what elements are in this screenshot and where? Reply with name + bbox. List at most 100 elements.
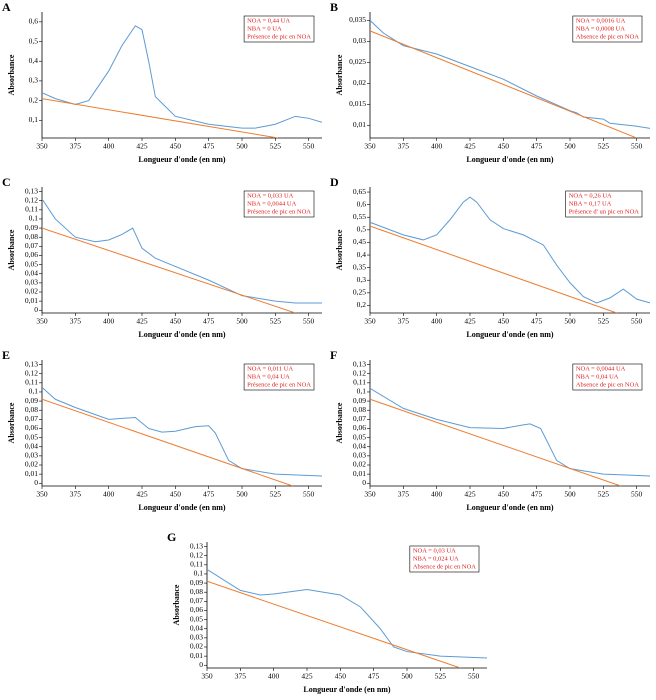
x-tick-label: 500 [564, 142, 576, 151]
panel-letter: B [330, 0, 338, 14]
annotation: NOA = 0,44 UA [247, 17, 290, 24]
y-tick-label: 0,2 [357, 300, 367, 309]
x-tick-label: 500 [564, 490, 576, 499]
annotation: NOA = 0,0044 UA [576, 365, 626, 372]
x-axis-label: Longueur d'onde (en nm) [138, 330, 226, 339]
x-tick-label: 400 [431, 142, 443, 151]
x-tick-label: 500 [401, 672, 413, 681]
x-tick-label: 550 [303, 490, 315, 499]
x-tick-label: 425 [136, 142, 148, 151]
annotation: Présence de pic en NOA [247, 33, 311, 40]
x-tick-label: 375 [398, 317, 410, 326]
series-line [42, 398, 293, 486]
x-tick-label: 375 [235, 672, 247, 681]
y-axis-label: Absorbance [7, 402, 16, 443]
y-tick-label: 0,13 [190, 541, 203, 550]
annotation-box [243, 363, 315, 391]
y-tick-label: 0,12 [190, 550, 203, 559]
y-tick-label: 0,04 [25, 268, 38, 277]
y-tick-label: 0,02 [25, 460, 38, 469]
y-tick-label: 0,4 [29, 56, 39, 65]
x-tick-label: 450 [170, 490, 182, 499]
y-tick-label: 0,1 [29, 387, 39, 396]
y-axis-label: Absorbance [335, 229, 344, 270]
annotation: Présence de pic en NOA [247, 208, 311, 215]
x-tick-label: 400 [103, 317, 115, 326]
y-tick-label: 0 [199, 660, 203, 669]
annotation: NBA = 0,024 UA [413, 555, 459, 562]
y-tick-label: 0,01 [25, 469, 38, 478]
y-tick-label: 0,06 [25, 250, 38, 259]
y-tick-label: 0,13 [25, 186, 38, 195]
annotation-box [243, 190, 315, 218]
y-tick-label: 0,03 [190, 633, 203, 642]
annotation: NOA = 0,011 UA [247, 365, 293, 372]
y-tick-label: 0,08 [25, 405, 38, 414]
y-tick-label: 0 [34, 305, 38, 314]
x-tick-label: 550 [631, 490, 643, 499]
x-tick-label: 425 [464, 317, 476, 326]
y-tick-label: 0,02 [353, 78, 366, 87]
panel: B Absorbance Longueur d'onde (en nm) 0,01 0,… [330, 0, 650, 164]
annotation: NOA = 0,0016 UA [576, 17, 626, 24]
y-tick-label: 0,3 [29, 76, 39, 85]
y-tick-label: 0,07 [25, 414, 38, 423]
x-tick-label: 450 [498, 317, 510, 326]
x-tick-label: 425 [136, 490, 148, 499]
y-tick-label: 0,01 [353, 469, 366, 478]
x-tick-label: 375 [398, 490, 410, 499]
y-tick-label: 0,11 [25, 378, 38, 387]
y-tick-label: 0,1 [357, 387, 367, 396]
y-tick-label: 0,12 [25, 368, 38, 377]
y-tick-label: 0,05 [25, 432, 38, 441]
x-tick-label: 500 [564, 317, 576, 326]
series-line [207, 580, 461, 668]
x-tick-label: 400 [431, 490, 443, 499]
annotation-box [565, 190, 643, 218]
panel-letter: F [330, 348, 337, 362]
x-axis-label: Longueur d'onde (en nm) [138, 155, 226, 164]
y-tick-label: 0,12 [25, 195, 38, 204]
x-tick-label: 550 [468, 672, 480, 681]
x-tick-label: 400 [103, 142, 115, 151]
x-tick-label: 425 [136, 317, 148, 326]
y-tick-label: 0,05 [190, 614, 203, 623]
x-tick-label: 425 [464, 142, 476, 151]
y-tick-label: 0,13 [353, 359, 366, 368]
panel: D Absorbance Longueur d'onde (en nm) 0,2 0,2… [330, 175, 650, 339]
y-tick-label: 0,11 [190, 560, 203, 569]
x-tick-label: 475 [203, 142, 215, 151]
y-tick-label: 0,09 [25, 223, 38, 232]
y-axis-label: Absorbance [7, 229, 16, 270]
annotation-box [409, 545, 480, 573]
x-tick-label: 475 [203, 317, 215, 326]
y-axis-label: Absorbance [335, 402, 344, 443]
x-tick-label: 425 [301, 672, 313, 681]
x-tick-label: 475 [531, 142, 543, 151]
annotation: Présence d' un pic en NOA [569, 208, 640, 215]
y-tick-label: 0,05 [25, 259, 38, 268]
y-tick-label: 0,1 [29, 115, 39, 124]
x-tick-label: 550 [631, 142, 643, 151]
y-tick-label: 0,035 [349, 15, 366, 24]
annotation: NBA = 0,04 UA [576, 373, 619, 380]
y-tick-label: 0,13 [25, 359, 38, 368]
x-tick-label: 475 [531, 317, 543, 326]
x-tick-label: 500 [236, 490, 248, 499]
annotation-box [243, 15, 315, 43]
y-tick-label: 0,4 [357, 250, 367, 259]
x-axis-label: Longueur d'onde (en nm) [466, 330, 554, 339]
x-tick-label: 350 [201, 672, 213, 681]
x-tick-label: 450 [170, 317, 182, 326]
y-tick-label: 0,08 [25, 232, 38, 241]
y-tick-label: 0,06 [353, 423, 366, 432]
y-tick-label: 0,6 [357, 199, 367, 208]
y-tick-label: 0,03 [353, 36, 366, 45]
y-tick-label: 0,09 [353, 396, 366, 405]
series-line [207, 568, 487, 659]
x-axis-label: Longueur d'onde (en nm) [138, 503, 226, 512]
x-tick-label: 525 [270, 142, 282, 151]
panel: A Absorbance Longueur d'onde (en nm) 0,1 0,2… [2, 0, 322, 164]
